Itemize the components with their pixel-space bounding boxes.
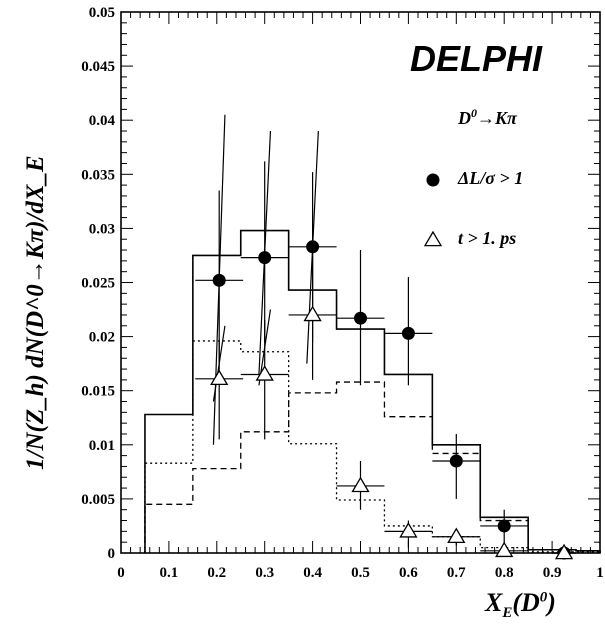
- data-point-circle: [401, 326, 415, 340]
- legend-circle-marker: [426, 173, 440, 187]
- y-tick-label: 0.015: [81, 384, 115, 400]
- histogram-dotted: [144, 340, 601, 553]
- x-tick-label: 0.9: [543, 565, 562, 581]
- y-tick-label: 0.005: [81, 492, 115, 508]
- y-tick-label: 0: [108, 546, 116, 562]
- data-point-triangle: [210, 369, 229, 386]
- data-point-triangle: [447, 527, 466, 544]
- y-tick-label: 0.05: [89, 5, 115, 21]
- data-point-triangle: [351, 476, 370, 493]
- x-tick-label: 0.7: [447, 565, 466, 581]
- data-point-triangle: [303, 305, 322, 322]
- experiment-label: DELPHI: [410, 38, 543, 79]
- systematic-band: [212, 325, 226, 402]
- legend-circle-label: ΔL/σ > 1: [458, 168, 524, 188]
- y-tick-label: 0.02: [89, 330, 115, 346]
- legend-triangle-label: t > 1. ps: [458, 228, 517, 248]
- y-tick-label: 0.025: [81, 276, 115, 292]
- x-tick-label: 0.6: [399, 565, 418, 581]
- y-axis-title: 1/N(Z_h) dN(D^0→Kπ)/dX_E: [22, 155, 49, 470]
- x-tick-label: 0.2: [207, 565, 226, 581]
- legend-triangle-marker: [423, 230, 443, 247]
- data-point-triangle: [495, 541, 514, 558]
- x-tick-label: 0.1: [160, 565, 179, 581]
- x-tick-label: 1: [596, 565, 604, 581]
- data-point-triangle: [399, 522, 418, 538]
- data-point-circle: [449, 454, 463, 468]
- y-tick-label: 0.04: [89, 113, 116, 129]
- x-tick-label: 0.3: [255, 565, 274, 581]
- x-axis-title: XE(D0): [485, 588, 556, 622]
- legend-markers: [423, 173, 443, 247]
- histograms: [144, 229, 601, 553]
- data-point-circle: [212, 273, 226, 287]
- data-point-triangle: [255, 365, 274, 381]
- plot-frame: 0 0.1 0.2 0.3 0.4 0.5 0.6 0.7 0.8 0.9 1 0 0.005 0.01 0…: [81, 5, 604, 581]
- data-point-circle: [497, 519, 511, 533]
- data-point-triangle: [554, 543, 574, 560]
- data-point-circle: [306, 240, 320, 254]
- y-tick-label: 0.03: [89, 221, 115, 237]
- data-points: [195, 114, 577, 560]
- histogram-dashed: [144, 381, 601, 553]
- data-point-circle: [354, 311, 367, 325]
- y-tick-label: 0.045: [81, 59, 115, 75]
- y-tick-label: 0.035: [81, 167, 115, 183]
- y-tick-label: 0.01: [89, 438, 115, 454]
- x-tick-label: 0.8: [495, 565, 514, 581]
- decay-process-label: D0→Kπ: [458, 106, 517, 128]
- x-tick-label: 0.4: [303, 565, 322, 581]
- x-tick-label: 0: [117, 565, 125, 581]
- x-tick-label: 0.5: [351, 565, 370, 581]
- data-point-circle: [258, 251, 272, 265]
